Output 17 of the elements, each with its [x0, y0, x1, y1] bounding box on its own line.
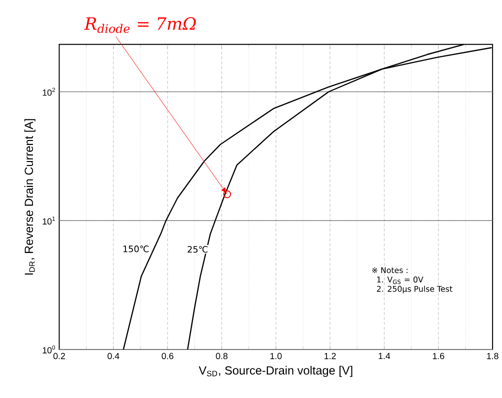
x-tick-label: 1.8 [487, 352, 498, 360]
y-tick-label: 10$^{0}$ [42, 346, 56, 354]
series-label: 25℃ [188, 246, 208, 253]
x-tick-label: 0.8 [216, 352, 228, 360]
x-tick-label: 0.2 [53, 352, 65, 360]
x-axis-title: V$_{SD}$, Source-Drain voltage [V] [198, 366, 352, 378]
y-tick-label: 10$^{2}$ [42, 88, 55, 96]
y-axis-title: I$_{DR}$, Reverse Drain Current [A] [24, 119, 36, 275]
series-label: 150℃ [123, 246, 149, 252]
x-tick-label: 0.4 [108, 352, 120, 360]
y-tick-label: 10$^{1}$ [42, 216, 55, 225]
x-tick-label: 1.4 [378, 352, 390, 360]
x-tick-label: 1.6 [432, 352, 444, 360]
x-tick-label: 1.0 [270, 352, 282, 360]
annotation: R$_{diode}$ = 7mΩ [84, 17, 196, 34]
x-tick-label: 1.2 [324, 352, 336, 360]
x-tick-label: 0.6 [162, 352, 174, 360]
